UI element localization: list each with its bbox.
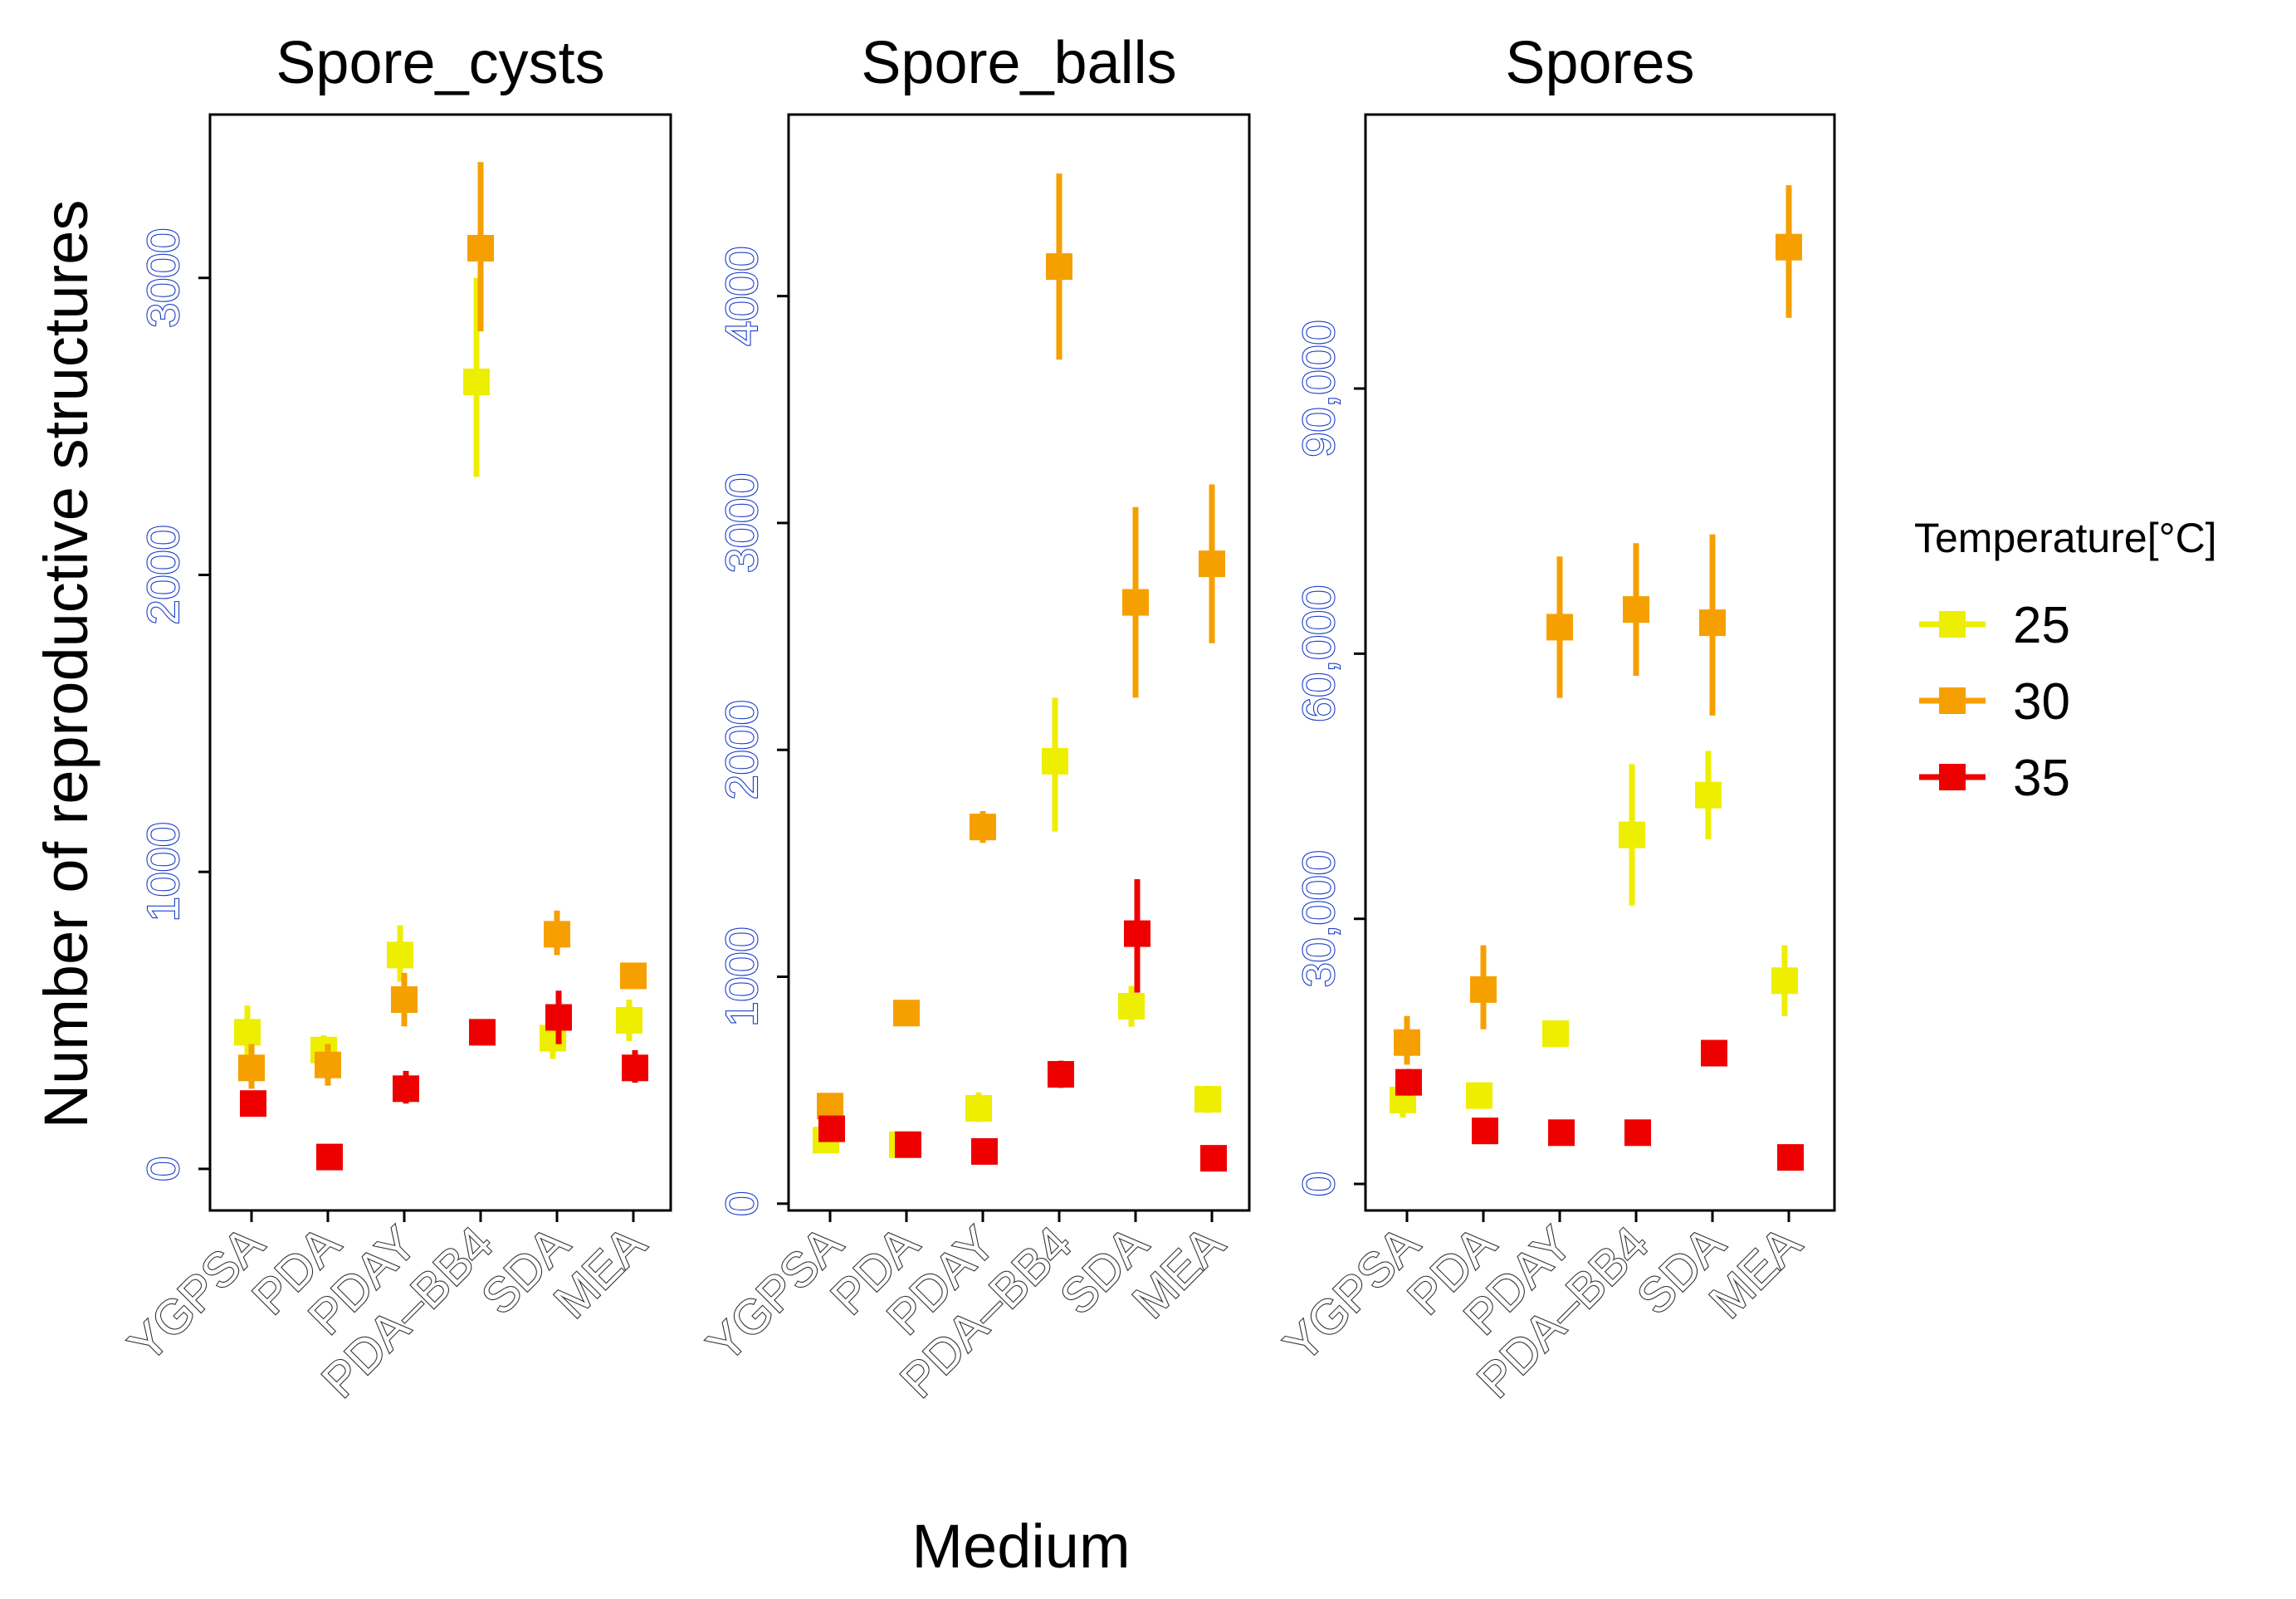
panel-border <box>1364 113 1836 1212</box>
legend-key-square <box>1939 687 1966 714</box>
legend-label: 35 <box>2013 750 2070 807</box>
y-tick-label: 2000 <box>717 700 767 800</box>
y-tick-label: 30,000 <box>1294 850 1344 987</box>
panel-title: Spores <box>1505 30 1694 96</box>
panel-title: Spore_cysts <box>276 30 604 96</box>
point-35 <box>393 1075 419 1103</box>
point-30 <box>1199 550 1225 578</box>
point-25 <box>1542 1020 1569 1048</box>
point-35 <box>622 1054 648 1082</box>
point-35 <box>1701 1039 1727 1067</box>
y-tick-label: 3000 <box>139 228 188 328</box>
point-25 <box>1466 1082 1492 1109</box>
legend-entry-25: 25 <box>1919 597 2070 654</box>
point-30 <box>1699 609 1726 637</box>
y-tick-label: 60,000 <box>1294 585 1344 722</box>
point-30 <box>1046 253 1072 281</box>
point-30 <box>1122 589 1149 616</box>
legend-entries: 25 30 35 <box>1919 597 2070 807</box>
y-tick-label: 90,000 <box>1294 320 1344 457</box>
point-35 <box>469 1019 496 1046</box>
point-35 <box>1624 1119 1651 1147</box>
legend-key-square <box>1939 764 1966 790</box>
y-tick-label: 0 <box>1294 1171 1344 1196</box>
point-30 <box>238 1054 265 1082</box>
point-25 <box>616 1007 642 1034</box>
y-tick-label: 0 <box>139 1156 188 1181</box>
y-tick-label: 1000 <box>139 822 188 922</box>
point-30 <box>970 814 996 841</box>
point-30 <box>391 986 418 1014</box>
point-30 <box>1776 233 1802 261</box>
point-25 <box>965 1095 992 1122</box>
point-30 <box>315 1051 341 1078</box>
y-tick-label: 3000 <box>717 473 767 573</box>
y-tick-label: 2000 <box>139 525 188 624</box>
point-30 <box>620 962 647 990</box>
legend-entry-30: 30 <box>1919 673 2070 731</box>
point-35 <box>1048 1061 1074 1088</box>
point-30 <box>1546 614 1573 641</box>
y-tick-label: 0 <box>717 1191 767 1216</box>
point-25 <box>234 1019 261 1046</box>
point-35 <box>1777 1144 1804 1171</box>
y-tick-label: 1000 <box>717 927 767 1026</box>
point-30 <box>1623 596 1649 623</box>
point-25 <box>1695 781 1722 809</box>
y-tick-label: 4000 <box>717 247 767 346</box>
point-30 <box>467 234 494 262</box>
legend: Temperature[°C] 25 30 35 <box>1914 515 2217 807</box>
point-35 <box>1395 1068 1422 1096</box>
point-30 <box>893 1000 920 1027</box>
point-35 <box>971 1137 998 1165</box>
point-25 <box>463 368 490 395</box>
legend-entry-35: 35 <box>1919 750 2070 807</box>
point-35 <box>1472 1117 1498 1145</box>
point-30 <box>1470 976 1497 1003</box>
legend-label: 25 <box>2013 597 2070 654</box>
point-35 <box>895 1131 921 1158</box>
point-35 <box>818 1115 845 1142</box>
point-35 <box>545 1004 572 1031</box>
point-35 <box>1548 1119 1575 1147</box>
panel-border <box>787 113 1251 1212</box>
panel-border <box>208 113 672 1212</box>
point-30 <box>817 1093 843 1120</box>
point-35 <box>1200 1145 1227 1172</box>
point-25 <box>1042 747 1068 775</box>
legend-title: Temperature[°C] <box>1914 515 2217 561</box>
point-35 <box>1124 920 1150 947</box>
y-axis-title: Number of reproductive structures <box>32 200 100 1129</box>
point-30 <box>1394 1029 1420 1056</box>
point-25 <box>387 941 413 969</box>
x-axis-title: Medium <box>911 1512 1130 1581</box>
panel-title: Spore_balls <box>861 30 1176 96</box>
point-35 <box>316 1143 343 1171</box>
point-30 <box>544 921 570 948</box>
point-25 <box>1118 993 1145 1020</box>
point-25 <box>1771 967 1798 995</box>
legend-label: 30 <box>2013 673 2070 731</box>
legend-key-square <box>1939 611 1966 638</box>
point-25 <box>1619 821 1645 848</box>
point-35 <box>240 1090 266 1117</box>
point-25 <box>1194 1086 1221 1113</box>
